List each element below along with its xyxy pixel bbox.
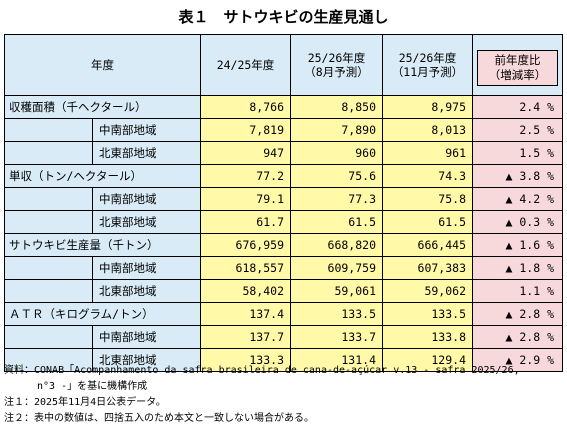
- value-2425: 137.7: [200, 325, 291, 349]
- value-aug: 668,820: [290, 233, 383, 257]
- col-2425-header: 24/25年度: [200, 34, 291, 96]
- value-2425: 61.7: [200, 210, 291, 234]
- table-row: サトウキビ生産量（千トン） 676,959 668,820 666,445 ▲ …: [4, 233, 563, 257]
- value-yoy: ▲ 2.8 %: [472, 325, 563, 349]
- value-aug: 960: [290, 141, 383, 165]
- value-aug: 61.5: [290, 210, 383, 234]
- value-aug: 77.3: [290, 187, 383, 211]
- table-row: 中南部地域 137.7 133.7 133.8 ▲ 2.8 %: [4, 325, 563, 349]
- value-2425: 133.3: [200, 348, 291, 372]
- table-row: 北東部地域 58,402 59,061 59,062 1.1 %: [4, 279, 563, 303]
- value-nov: 61.5: [382, 210, 473, 234]
- row-label: 北東部地域: [92, 141, 201, 165]
- row-label: 中南部地域: [92, 256, 201, 280]
- table-row: 北東部地域 133.3 131.4 129.4 ▲ 2.9 %: [4, 348, 563, 372]
- value-nov: 74.3: [382, 164, 473, 188]
- value-aug: 609,759: [290, 256, 383, 280]
- col-nov-forecast-header: 25/26年度 （11月予測）: [382, 34, 473, 96]
- value-yoy: ▲ 1.8 %: [472, 256, 563, 280]
- note-1: 注１：2025年11月4日公表データ。: [4, 397, 166, 408]
- col-yoy-header: 前年度比 （増減率）: [472, 34, 563, 96]
- table-row: 単収（トン/ヘクタール） 77.2 75.6 74.3 ▲ 3.8 %: [4, 164, 563, 188]
- value-aug: 8,850: [290, 95, 383, 119]
- value-yoy: ▲ 0.3 %: [472, 210, 563, 234]
- header-row: 年度 24/25年度 25/26年度 （8月予測） 25/26年度 （11月予測…: [4, 34, 563, 96]
- row-label: 中南部地域: [92, 325, 201, 349]
- table-row: 北東部地域 61.7 61.5 61.5 ▲ 0.3 %: [4, 210, 563, 234]
- value-aug: 131.4: [290, 348, 383, 372]
- value-2425: 58,402: [200, 279, 291, 303]
- sugarcane-production-table: 年度 24/25年度 25/26年度 （8月予測） 25/26年度 （11月予測…: [4, 34, 563, 372]
- table-title: 表１ サトウキビの生産見通し: [178, 8, 389, 26]
- row-label: サトウキビ生産量（千トン）: [4, 233, 201, 257]
- value-2425: 7,819: [200, 118, 291, 142]
- row-label: 北東部地域: [92, 348, 201, 372]
- table-row: 中南部地域 7,819 7,890 8,013 2.5 %: [4, 118, 563, 142]
- value-2425: 947: [200, 141, 291, 165]
- value-2425: 676,959: [200, 233, 291, 257]
- value-aug: 75.6: [290, 164, 383, 188]
- value-yoy: ▲ 1.6 %: [472, 233, 563, 257]
- row-label: 単収（トン/ヘクタール）: [4, 164, 201, 188]
- value-nov: 75.8: [382, 187, 473, 211]
- value-nov: 59,062: [382, 279, 473, 303]
- row-label: 中南部地域: [92, 187, 201, 211]
- row-label: 収穫面積（千ヘクタール）: [4, 95, 201, 119]
- value-yoy: 1.5 %: [472, 141, 563, 165]
- value-yoy: 1.1 %: [472, 279, 563, 303]
- value-aug: 59,061: [290, 279, 383, 303]
- row-label: 中南部地域: [92, 118, 201, 142]
- value-yoy: 2.5 %: [472, 118, 563, 142]
- value-2425: 77.2: [200, 164, 291, 188]
- value-yoy: ▲ 2.8 %: [472, 302, 563, 326]
- value-yoy: ▲ 2.9 %: [472, 348, 563, 372]
- year-header: 年度: [4, 34, 201, 96]
- source-note-continued: n°3 -」を基に機構作成: [37, 381, 148, 392]
- col-aug-forecast-header: 25/26年度 （8月予測）: [290, 34, 383, 96]
- value-aug: 7,890: [290, 118, 383, 142]
- note-2: 注２：表中の数値は、四捨五入のため本文と一致しない場合がある。: [4, 413, 314, 424]
- value-2425: 79.1: [200, 187, 291, 211]
- value-2425: 8,766: [200, 95, 291, 119]
- value-nov: 8,975: [382, 95, 473, 119]
- value-2425: 618,557: [200, 256, 291, 280]
- row-label: ＡＴＲ（キログラム/トン）: [4, 302, 201, 326]
- table-row: ＡＴＲ（キログラム/トン） 137.4 133.5 133.5 ▲ 2.8 %: [4, 302, 563, 326]
- value-nov: 961: [382, 141, 473, 165]
- value-aug: 133.5: [290, 302, 383, 326]
- value-nov: 129.4: [382, 348, 473, 372]
- table-row: 収穫面積（千ヘクタール） 8,766 8,850 8,975 2.4 %: [4, 95, 563, 119]
- row-label: 北東部地域: [92, 210, 201, 234]
- value-nov: 607,383: [382, 256, 473, 280]
- value-nov: 666,445: [382, 233, 473, 257]
- table-row: 中南部地域 618,557 609,759 607,383 ▲ 1.8 %: [4, 256, 563, 280]
- value-aug: 133.7: [290, 325, 383, 349]
- value-nov: 133.8: [382, 325, 473, 349]
- value-yoy: ▲ 3.8 %: [472, 164, 563, 188]
- table-row: 北東部地域 947 960 961 1.5 %: [4, 141, 563, 165]
- value-nov: 8,013: [382, 118, 473, 142]
- value-yoy: 2.4 %: [472, 95, 563, 119]
- row-label: 北東部地域: [92, 279, 201, 303]
- value-2425: 137.4: [200, 302, 291, 326]
- source-note: 資料：CONAB「Acompanhamento da safra brasile…: [4, 365, 520, 376]
- table-row: 中南部地域 79.1 77.3 75.8 ▲ 4.2 %: [4, 187, 563, 211]
- value-yoy: ▲ 4.2 %: [472, 187, 563, 211]
- value-nov: 133.5: [382, 302, 473, 326]
- table-notes: 資料：CONAB「Acompanhamento da safra brasile…: [4, 363, 562, 427]
